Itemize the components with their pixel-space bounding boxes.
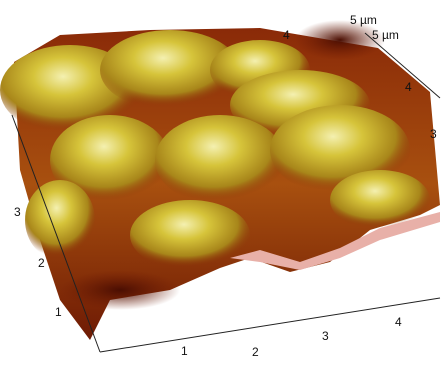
axis-tick-label: 4 xyxy=(395,315,402,329)
axis-labels: 4 5 µm5 µm 4 3 3 2 1 1 2 3 4 xyxy=(14,13,437,359)
axis-tick-label: 1 xyxy=(55,305,62,319)
axis-tick-label: 3 xyxy=(14,205,21,219)
axis-tick-label: 2 xyxy=(252,345,259,359)
axis-lines xyxy=(11,32,441,353)
axis-tick-label: 5 µm xyxy=(372,28,399,42)
axis-tick-label: 1 xyxy=(181,344,188,358)
axis-tick-label: 4 xyxy=(283,28,290,42)
surface xyxy=(0,20,440,340)
axis-tick-label: 3 xyxy=(322,329,329,343)
axis-tick-label: 2 xyxy=(38,256,45,270)
axis-tick-label: 3 xyxy=(430,127,437,141)
axis-tick-label: 5 µm xyxy=(350,13,377,27)
axis-tick-label: 4 xyxy=(405,80,412,94)
